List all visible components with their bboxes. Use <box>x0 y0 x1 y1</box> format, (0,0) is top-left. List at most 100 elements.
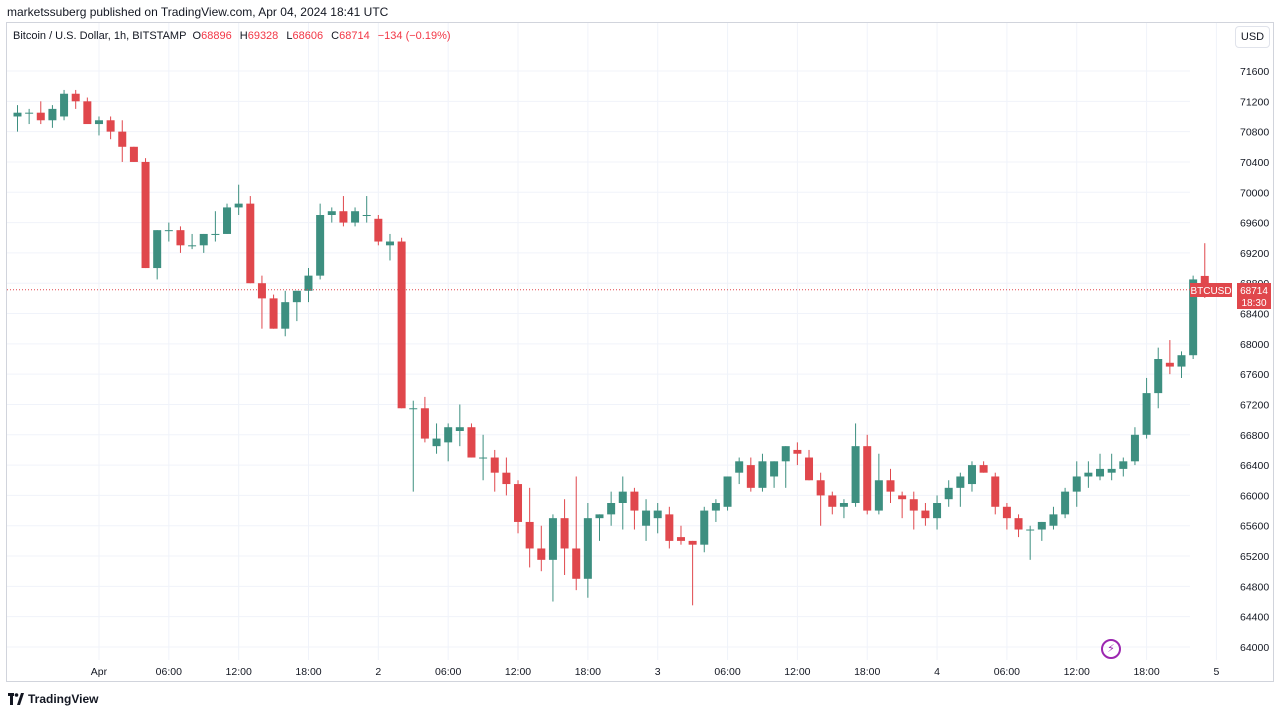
candle-up <box>223 203 232 234</box>
candle-up <box>595 514 604 541</box>
candle-body <box>362 215 371 216</box>
candle-up <box>60 89 69 121</box>
candle-body <box>479 457 488 459</box>
tradingview-logo-icon <box>8 693 24 705</box>
candle-body <box>979 465 988 473</box>
candle-down <box>665 506 674 549</box>
candle-up <box>1096 453 1105 481</box>
candle-body <box>1096 468 1105 477</box>
candle-down <box>83 97 92 125</box>
y-tick-label: 70000 <box>1240 187 1269 199</box>
footer-branding[interactable]: TradingView <box>8 690 98 708</box>
candle-body <box>36 112 45 121</box>
candle-body <box>1049 514 1058 526</box>
candle-down <box>36 101 45 125</box>
candle-up <box>327 207 336 223</box>
candle-down <box>991 472 1000 515</box>
y-axis-ticks: 64000 64400 64800 65200 65600 66000 66400 66800… <box>1240 66 1269 654</box>
candle-down <box>129 146 138 162</box>
candle-body <box>1130 434 1139 462</box>
candle-down <box>979 461 988 473</box>
candle-body <box>898 495 907 500</box>
candle-body <box>863 446 872 511</box>
candle-body <box>25 112 34 114</box>
candle-up <box>839 499 848 519</box>
price-tag-price-bg <box>1237 283 1271 309</box>
candle-body <box>758 461 767 488</box>
candle-down <box>886 468 895 503</box>
candle-up <box>1130 427 1139 466</box>
candle-body <box>502 472 511 485</box>
candle-body <box>374 218 383 242</box>
candle-body <box>420 408 429 439</box>
candle-body <box>781 446 790 462</box>
x-tick-label: 06:00 <box>714 666 740 678</box>
x-tick-label: 12:00 <box>226 666 252 678</box>
candle-up <box>1026 525 1035 560</box>
candle-body <box>467 427 476 458</box>
candle-body <box>48 108 57 121</box>
candle-up <box>1119 457 1128 477</box>
y-tick-label: 70400 <box>1240 157 1269 169</box>
candle-body <box>1189 279 1198 356</box>
candle-body <box>223 207 232 234</box>
candle-down <box>560 499 569 575</box>
candle-up <box>188 233 197 250</box>
candle-down <box>71 89 80 109</box>
candle-body <box>991 476 1000 507</box>
candle-body <box>339 211 348 223</box>
candle-body <box>944 487 953 500</box>
candle-up <box>607 491 616 526</box>
currency-button[interactable]: USD <box>1235 26 1270 48</box>
candle-body <box>723 476 732 507</box>
x-tick-label: 3 <box>655 666 661 678</box>
candle-body <box>1200 275 1209 290</box>
candle-up <box>1154 347 1163 409</box>
candle-up <box>351 207 360 227</box>
y-tick-label: 64400 <box>1240 612 1269 624</box>
candle-up <box>874 453 883 515</box>
price-tag-countdown: 18:30 <box>1241 298 1266 309</box>
candle-up <box>735 457 744 485</box>
candle-body <box>933 503 942 519</box>
legend-symbol: Bitcoin / U.S. Dollar, 1h, BITSTAMP <box>13 30 187 42</box>
candle-down <box>805 449 814 481</box>
candle-body <box>106 120 115 132</box>
candle-body <box>595 514 604 519</box>
legend-open-value: 68896 <box>201 30 232 42</box>
price-tag-price: 68714 <box>1240 286 1268 297</box>
candle-up <box>1061 487 1070 519</box>
x-tick-label: 06:00 <box>435 666 461 678</box>
candle-up <box>711 499 720 522</box>
candle-down <box>106 116 115 140</box>
y-tick-label: 67200 <box>1240 399 1269 411</box>
candle-body <box>1072 476 1081 492</box>
candle-body <box>1084 472 1093 477</box>
x-tick-label: 4 <box>934 666 940 678</box>
candle-up <box>700 506 709 553</box>
legend-low-value: 68606 <box>292 30 324 42</box>
x-tick-label: 18:00 <box>295 666 321 678</box>
legend-change: −134 (−0.19%) <box>377 30 451 42</box>
candle-body <box>211 233 220 235</box>
candle-body <box>618 491 627 503</box>
candle-body <box>537 548 546 560</box>
x-tick-label: 06:00 <box>156 666 182 678</box>
candle-up <box>967 461 976 492</box>
candle-body <box>630 491 639 511</box>
candle-down <box>339 196 348 227</box>
candle-up <box>1037 521 1046 541</box>
candle-down <box>921 503 930 526</box>
candle-body <box>746 465 755 488</box>
x-tick-label: 18:00 <box>1133 666 1159 678</box>
x-tick-label: 2 <box>375 666 381 678</box>
candle-body <box>688 540 697 545</box>
candle-body <box>886 480 895 492</box>
y-tick-label: 69600 <box>1240 218 1269 230</box>
y-tick-label: 68000 <box>1240 339 1269 351</box>
lightning-icon[interactable]: ⚡ <box>1101 639 1121 659</box>
candles <box>13 89 1209 606</box>
candle-up <box>153 230 162 280</box>
candle-up <box>642 499 651 541</box>
